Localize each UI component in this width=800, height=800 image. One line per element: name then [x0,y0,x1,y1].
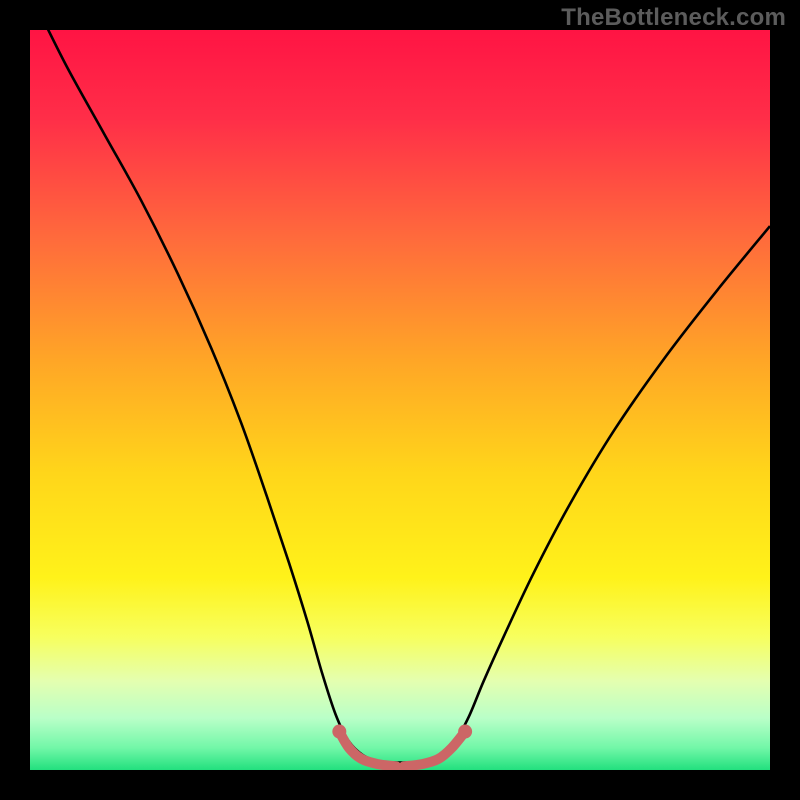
chart-svg [0,0,800,800]
bottom-highlight-left-dot [332,725,346,739]
chart-gradient-bg [30,30,770,770]
bottom-highlight-right-dot [458,725,472,739]
watermark-text: TheBottleneck.com [561,4,786,32]
